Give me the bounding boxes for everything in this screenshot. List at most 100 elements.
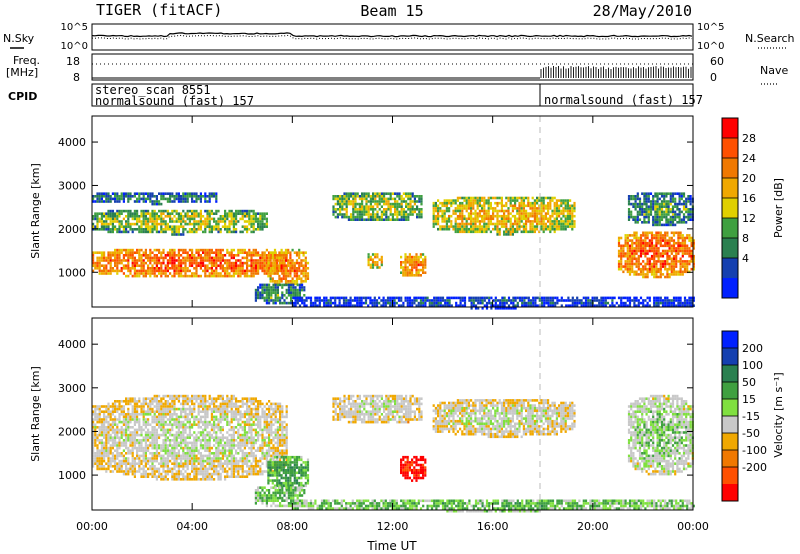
range-cell <box>363 195 366 198</box>
range-cell <box>206 209 209 213</box>
range-cell <box>529 225 532 228</box>
range-cell <box>639 241 643 245</box>
range-cell <box>182 269 185 273</box>
range-cell <box>635 241 638 245</box>
range-cell <box>481 296 484 300</box>
range-cell <box>678 221 681 224</box>
range-cell <box>294 288 297 292</box>
range-cell <box>441 217 444 221</box>
range-cell <box>459 201 462 205</box>
range-cell <box>125 465 128 468</box>
range-cell <box>405 213 408 216</box>
range-cell <box>142 272 145 275</box>
range-cell <box>254 264 257 267</box>
range-cell <box>407 213 410 216</box>
range-cell <box>221 269 224 273</box>
range-cell <box>682 205 686 208</box>
range-cell <box>296 296 299 300</box>
range-cell <box>542 214 545 218</box>
range-cell <box>122 423 125 426</box>
range-cell <box>595 304 599 307</box>
range-cell <box>140 269 143 273</box>
range-cell <box>164 228 167 231</box>
range-cell <box>509 212 512 215</box>
range-cell <box>96 256 99 260</box>
range-cell <box>356 208 359 211</box>
range-cell <box>566 225 569 228</box>
range-cell <box>538 209 541 213</box>
range-cell <box>685 215 688 219</box>
range-cell <box>507 209 510 213</box>
range-cell <box>576 296 579 300</box>
range-cell <box>692 262 695 266</box>
range-cell <box>389 192 392 195</box>
range-cell <box>210 248 213 252</box>
range-cell <box>659 231 662 235</box>
range-cell <box>239 261 242 265</box>
range-cell <box>666 249 669 253</box>
range-cell <box>683 249 687 253</box>
range-cell <box>279 296 282 300</box>
range-cell <box>628 299 632 302</box>
range-cell <box>536 201 539 205</box>
range-cell <box>169 217 172 221</box>
range-cell <box>219 259 222 262</box>
range-cell <box>230 212 233 215</box>
range-cell <box>94 431 97 434</box>
range-cell <box>296 299 299 302</box>
range-cell <box>125 402 128 406</box>
range-cell <box>147 459 150 463</box>
range-cell <box>461 214 464 218</box>
range-cell <box>149 436 152 439</box>
range-cell <box>658 205 661 208</box>
range-cell <box>138 248 141 252</box>
range-cell <box>100 449 103 452</box>
range-cell <box>492 227 495 231</box>
range-cell <box>136 192 139 195</box>
range-cell <box>655 296 658 300</box>
range-cell <box>675 249 678 253</box>
range-cell <box>352 200 355 203</box>
range-cell <box>514 220 517 223</box>
range-cell <box>336 202 339 206</box>
range-cell <box>182 228 185 231</box>
range-cell <box>522 222 525 226</box>
range-cell <box>133 192 136 195</box>
range-cell <box>273 248 277 252</box>
range-cell <box>224 209 227 213</box>
range-cell <box>406 301 409 305</box>
range-cell <box>380 210 383 214</box>
range-cell <box>107 251 110 254</box>
range-cell <box>164 272 167 275</box>
range-cell <box>681 252 684 255</box>
range-cell <box>122 228 125 231</box>
range-cell <box>208 220 211 223</box>
range-cell <box>213 256 216 260</box>
range-cell <box>92 264 95 267</box>
range-cell <box>470 304 473 307</box>
range-cell <box>127 410 130 413</box>
range-cell <box>374 200 377 203</box>
range-cell <box>226 264 229 267</box>
range-cell <box>213 274 216 278</box>
range-cell <box>289 254 292 257</box>
range-cell <box>661 244 665 248</box>
range-cell <box>120 269 123 273</box>
range-cell <box>265 272 268 275</box>
range-cell <box>545 301 548 305</box>
range-cell <box>103 222 106 226</box>
range-cell <box>109 459 112 463</box>
range-cell <box>626 257 629 261</box>
range-cell <box>98 195 101 198</box>
range-cell <box>404 263 407 267</box>
range-cell <box>210 251 213 254</box>
range-cell <box>688 239 691 242</box>
range-cell <box>140 267 143 270</box>
range-cell <box>670 257 673 261</box>
range-cell <box>109 251 112 254</box>
range-cell <box>547 217 550 221</box>
range-cell <box>483 201 486 205</box>
range-cell <box>239 259 242 262</box>
range-cell <box>284 280 288 283</box>
range-cell <box>129 209 132 213</box>
